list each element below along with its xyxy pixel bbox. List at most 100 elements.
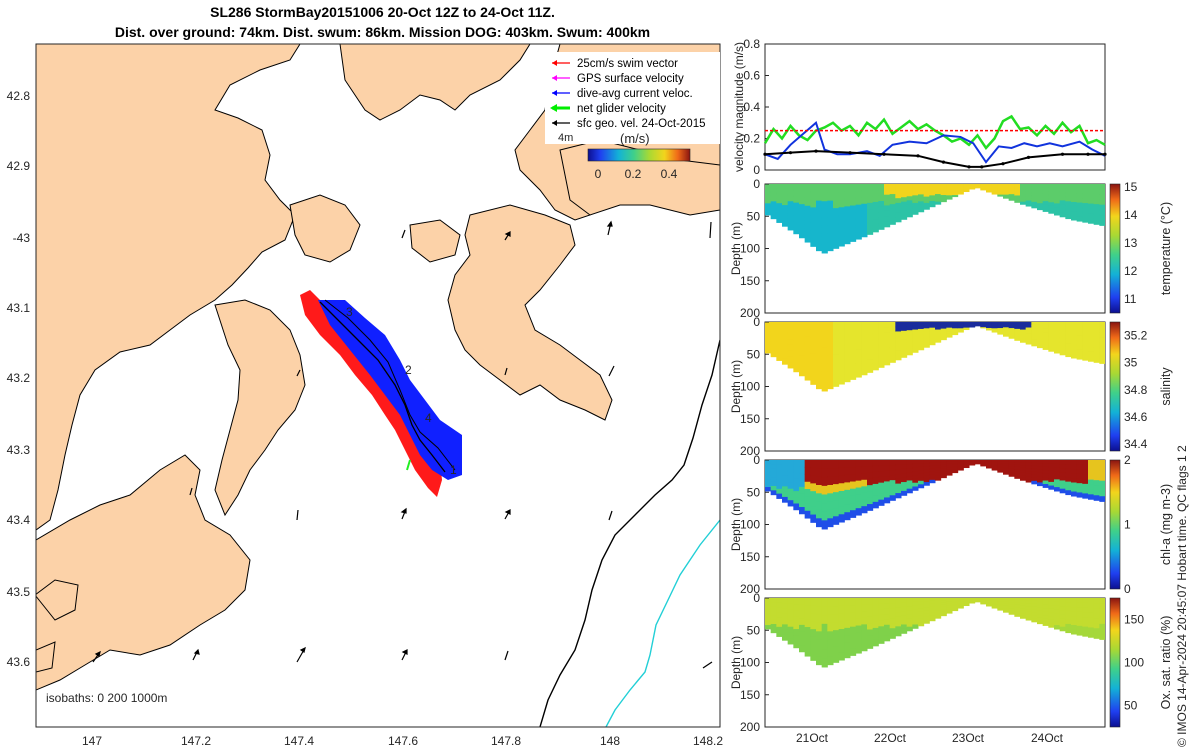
- velocity-ytick: 0.2: [743, 132, 760, 146]
- profile-cell: [1003, 599, 1010, 603]
- profile-cell: [1048, 322, 1055, 327]
- profile-cell: [1020, 475, 1027, 479]
- profile-cell: [901, 628, 908, 634]
- profile-cell: [969, 186, 976, 188]
- profile-cell: [770, 348, 777, 353]
- profile-cell: [1008, 470, 1015, 473]
- land-central-island: [214, 299, 306, 517]
- profile-cell: [912, 210, 919, 215]
- profile-cell: [929, 203, 936, 208]
- profile-cell: [770, 192, 777, 198]
- profile-cell: [895, 184, 902, 190]
- profile-cell: [1082, 621, 1089, 628]
- profile-cell: [838, 629, 845, 638]
- profile-cell: [1099, 623, 1105, 630]
- profile-cell: [1088, 213, 1095, 219]
- profile-cell: [889, 465, 896, 471]
- profile-cell: [867, 334, 874, 342]
- profile-cell: [980, 323, 987, 325]
- profile-cell: [901, 464, 908, 470]
- profile-cell: [776, 322, 783, 328]
- profile-cell: [952, 328, 959, 331]
- profile-cell: [1020, 332, 1027, 336]
- profile-cell: [906, 464, 913, 469]
- profile-cell: [940, 328, 947, 332]
- arrow: [401, 649, 408, 661]
- profile-cell: [889, 598, 896, 604]
- profile-cell: [906, 476, 913, 481]
- profile-cell: [1008, 190, 1015, 193]
- profile-cell: [957, 329, 964, 332]
- profile-cell: [838, 605, 845, 615]
- profile-cell: [912, 598, 919, 603]
- profile-cell: [833, 606, 840, 615]
- arrow: [296, 369, 301, 377]
- profile-cell: [980, 188, 987, 190]
- profile-cell: [1059, 184, 1066, 189]
- profile-cell: [906, 626, 913, 632]
- profile-cell: [957, 328, 964, 331]
- profile-cell: [940, 600, 947, 603]
- profile-cell: [906, 598, 913, 603]
- profile-cell: [861, 335, 868, 343]
- profile-cell: [827, 363, 834, 373]
- profile-cell: [946, 333, 953, 336]
- profile-cell: [878, 350, 885, 357]
- profile-cell: [986, 187, 993, 190]
- profile-cell: [952, 188, 959, 191]
- profile-cell: [1003, 329, 1010, 332]
- profile-cell: [929, 322, 936, 326]
- profile-cell: [799, 631, 806, 639]
- profile-cell: [1037, 200, 1044, 204]
- profile-cell: [787, 206, 794, 214]
- profile-cell: [901, 473, 908, 479]
- profile-cell: [810, 322, 817, 331]
- profile-cell: [884, 470, 891, 477]
- profile-cell: [793, 641, 800, 649]
- profile-cell: [923, 613, 930, 618]
- profile-cell: [952, 326, 959, 329]
- profile-cell: [765, 471, 772, 476]
- profile-cell: [793, 184, 800, 191]
- profile-cell: [986, 328, 993, 331]
- profile-cell: [1014, 609, 1021, 613]
- map-ytick: 43.3: [7, 443, 31, 457]
- profile-cell: [816, 606, 823, 616]
- profile-cell: [838, 184, 845, 193]
- profile-cell: [1065, 334, 1072, 340]
- profile-cell: [770, 628, 777, 634]
- profile-cell: [838, 376, 845, 385]
- profile-cell: [935, 194, 942, 198]
- profile-cell: [782, 184, 789, 190]
- profile-cell: [1031, 195, 1038, 200]
- profile-cell: [855, 335, 862, 344]
- profile-cell: [838, 491, 845, 500]
- profile-cell: [867, 340, 874, 348]
- profile-cell: [1003, 598, 1010, 601]
- profile-cell: [935, 467, 942, 471]
- profile-cell: [810, 613, 817, 622]
- profile-cell: [838, 483, 845, 492]
- profile-cell: [867, 485, 874, 492]
- profile-cell: [799, 598, 806, 606]
- profile-cell: [969, 187, 976, 189]
- profile-cell: [844, 627, 851, 636]
- profile-cell: [855, 232, 862, 240]
- profile-cell: [963, 604, 970, 607]
- profile-cell: [946, 329, 953, 332]
- profile-cell: [1093, 460, 1100, 466]
- profile-cell: [872, 501, 879, 509]
- colorbar-gradient: [587, 148, 691, 162]
- profile-cell: [1088, 469, 1095, 476]
- profile-cell: [793, 322, 800, 329]
- profile-cell: [1042, 601, 1049, 606]
- profile-cell: [855, 349, 862, 357]
- profile-cell: [1003, 191, 1010, 194]
- profile-cell: [1082, 483, 1089, 490]
- profile-cell: [1048, 194, 1055, 200]
- profile-cell: [952, 195, 959, 198]
- profile-cell: [929, 612, 936, 616]
- profile-cell: [844, 635, 851, 644]
- profile-cell: [986, 323, 993, 326]
